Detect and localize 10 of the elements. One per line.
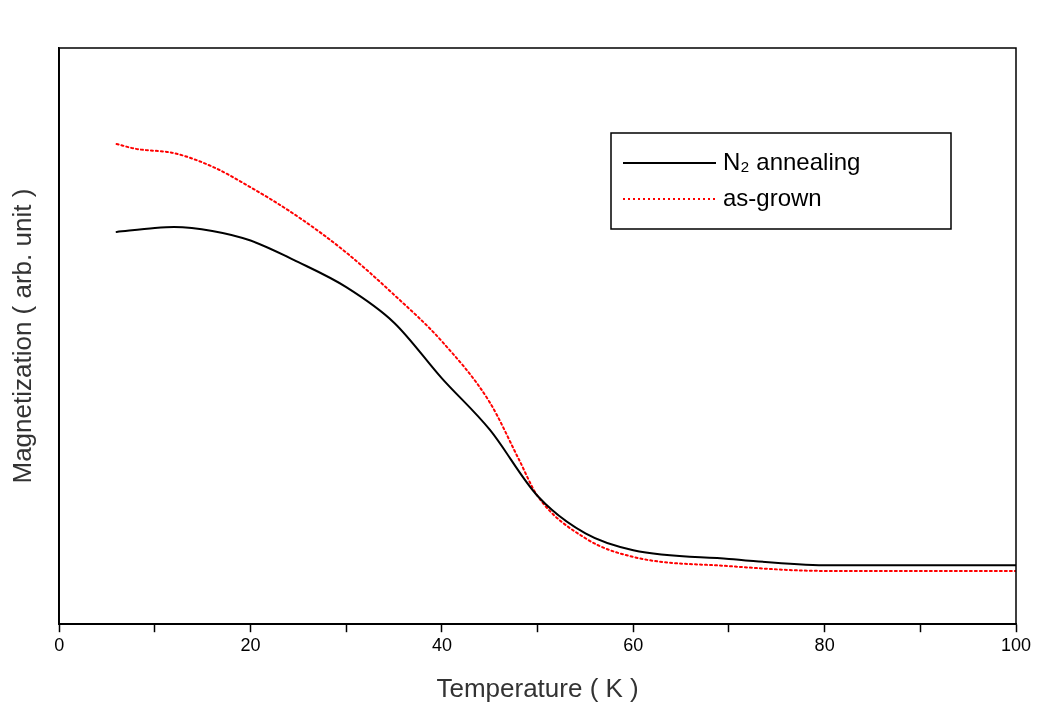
x-tick-label: 60 <box>623 634 644 655</box>
x-tick-label: 100 <box>1000 634 1032 655</box>
legend-label: as-grown <box>723 183 822 211</box>
legend-label: N₂ annealing <box>723 147 861 175</box>
x-tick-label: 40 <box>431 634 452 655</box>
x-tick-label: 80 <box>814 634 835 655</box>
x-tick-label: 20 <box>240 634 261 655</box>
x-axis-title: Temperature ( K ) <box>436 672 639 703</box>
x-tick-label: 0 <box>54 634 65 655</box>
y-axis-title: Magnetization ( arb. unit ) <box>6 188 37 484</box>
